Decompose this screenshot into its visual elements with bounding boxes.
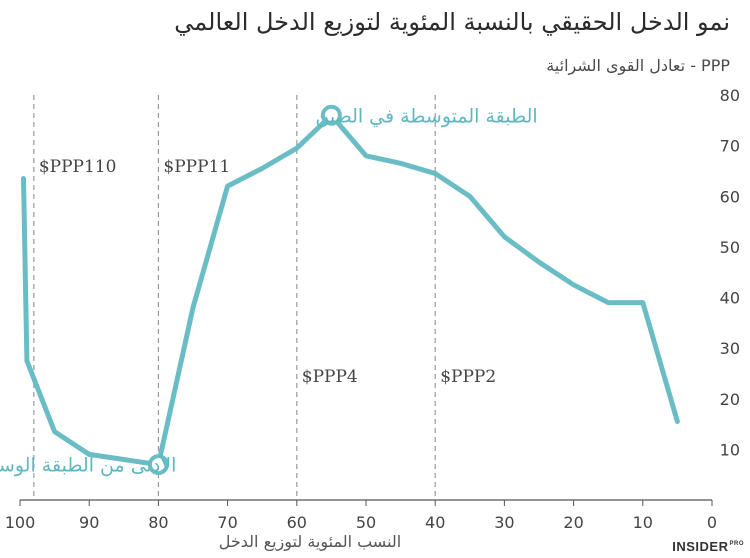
reference-label: $PPP110 [39,157,117,177]
y-tick-label: 20 [720,390,740,409]
x-tick-label: 50 [356,513,376,532]
chart-labels: الطبقة المتوسطة في الصين الأدنى من الطبقة… [0,105,538,476]
y-tick-label: 50 [720,238,740,257]
x-tick-label: 80 [148,513,168,532]
x-axis-label: النسب المئوية لتوزيع الدخل [218,532,402,551]
highlight-point [320,104,342,126]
y-tick-label: 40 [720,289,740,308]
reference-label: $PPP4 [302,367,358,387]
chart-title: نمو الدخل الحقيقي بالنسبة المئوية لتوزيع… [174,8,730,36]
y-tick-label: 30 [720,339,740,358]
reference-label: $PPP2 [440,367,496,387]
x-tick-label: 0 [707,513,717,532]
y-tick-label: 10 [720,440,740,459]
y-tick-label: 60 [720,187,740,206]
x-tick-label: 10 [633,513,653,532]
x-tick-label: 40 [425,513,445,532]
series-layer [21,104,680,476]
x-tick-label: 70 [217,513,237,532]
x-tick-label: 20 [563,513,583,532]
series-line [21,112,680,468]
y-tick-label: 70 [720,137,740,156]
reference-label: $PPP11 [163,157,230,177]
y-axis-label: PPP - تعادل القوى الشرائية [546,56,730,75]
y-tick-label: 80 [720,86,740,105]
x-tick-label: 60 [287,513,307,532]
highlight-point [147,454,169,476]
x-tick-label: 90 [79,513,99,532]
x-tick-label: 30 [494,513,514,532]
brand-logo: INSIDERPRO [672,539,744,554]
reference-lines: $PPP110 $PPP11 $PPP4 $PPP2 [33,95,496,500]
highlight-label: الأدنى من الطبقة الوسطى في الولايات المت… [0,454,176,477]
highlight-label: الطبقة المتوسطة في الصين [315,105,537,127]
x-tick-label: 100 [5,513,36,532]
